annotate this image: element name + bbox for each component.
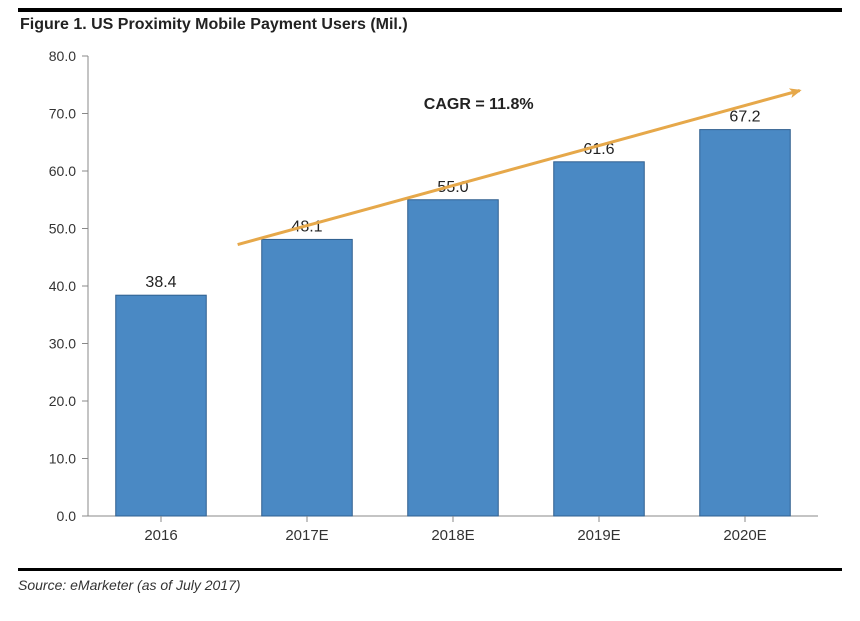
svg-text:10.0: 10.0 bbox=[49, 451, 76, 467]
svg-text:60.0: 60.0 bbox=[49, 163, 76, 179]
svg-text:40.0: 40.0 bbox=[49, 278, 76, 294]
figure-frame: Figure 1. US Proximity Mobile Payment Us… bbox=[0, 0, 860, 621]
bar bbox=[116, 295, 207, 516]
source-line: Source: eMarketer (as of July 2017) bbox=[18, 577, 842, 593]
rule-top bbox=[18, 8, 842, 12]
svg-text:70.0: 70.0 bbox=[49, 106, 76, 122]
bar bbox=[262, 239, 353, 516]
bar-chart: 0.0 10.0 20.0 30.0 40.0 50.0 60.0 70.0 80.0 38.4 2… bbox=[20, 40, 840, 560]
cagr-label: CAGR = 11.8% bbox=[424, 96, 534, 113]
svg-text:50.0: 50.0 bbox=[49, 221, 76, 237]
svg-text:80.0: 80.0 bbox=[49, 48, 76, 64]
x-category-label: 2019E bbox=[577, 527, 620, 544]
x-category-label: 2016 bbox=[144, 527, 177, 544]
bar bbox=[408, 200, 499, 516]
svg-text:0.0: 0.0 bbox=[57, 508, 77, 524]
svg-text:30.0: 30.0 bbox=[49, 336, 76, 352]
bar bbox=[700, 130, 791, 516]
x-category-label: 2018E bbox=[431, 527, 474, 544]
chart-area: 0.0 10.0 20.0 30.0 40.0 50.0 60.0 70.0 80.0 38.4 2… bbox=[20, 40, 840, 560]
x-category-label: 2017E bbox=[285, 527, 328, 544]
bar-value-label: 67.2 bbox=[729, 109, 760, 126]
figure-title: Figure 1. US Proximity Mobile Payment Us… bbox=[20, 16, 842, 34]
x-category-label: 2020E bbox=[723, 527, 766, 544]
bar bbox=[554, 162, 645, 516]
bar-value-label: 38.4 bbox=[145, 274, 176, 291]
rule-bottom bbox=[18, 568, 842, 571]
svg-text:20.0: 20.0 bbox=[49, 393, 76, 409]
